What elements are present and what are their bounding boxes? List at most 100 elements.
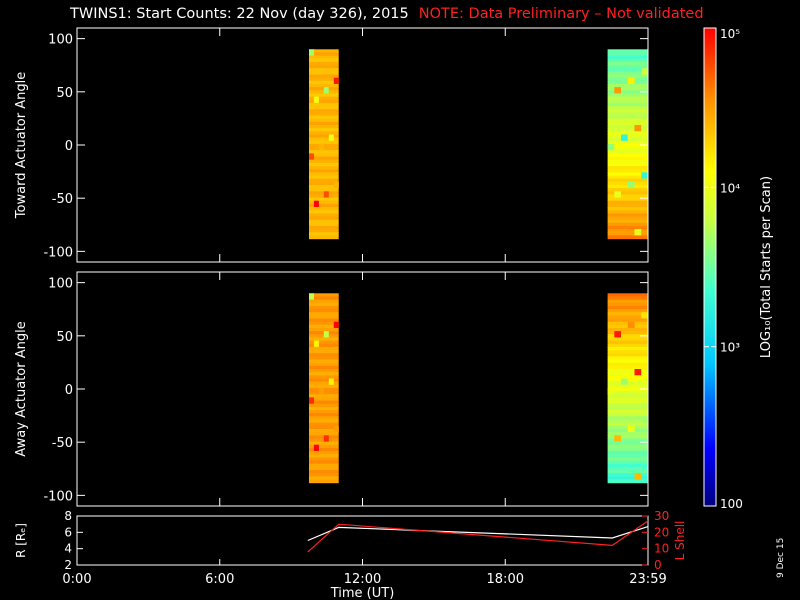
heatmap-cell bbox=[309, 372, 339, 376]
heatmap-cell bbox=[607, 356, 648, 361]
y-tick-label: 8 bbox=[64, 509, 72, 523]
heatmap-cell bbox=[627, 321, 635, 328]
heatmap-cell bbox=[607, 137, 648, 142]
heatmap-cell bbox=[309, 197, 339, 202]
heatmap-cell bbox=[607, 143, 615, 151]
x-tick-label: 12:00 bbox=[344, 572, 381, 587]
heatmap-cell bbox=[309, 172, 339, 177]
heatmap-cell bbox=[333, 77, 339, 84]
heatmap-cell bbox=[607, 68, 648, 72]
heatmap-cell bbox=[309, 473, 339, 477]
heatmap-cell bbox=[309, 102, 339, 107]
heatmap-cell bbox=[309, 397, 314, 404]
panel-toward: 100 50 0 -50 -100 Toward Actuator Angle bbox=[14, 27, 649, 263]
title-note: NOTE: Data Preliminary – Not validated bbox=[418, 6, 704, 22]
y-tick-label: 6 bbox=[64, 525, 72, 539]
heatmap-cell bbox=[607, 315, 648, 320]
heatmap-cell bbox=[607, 188, 648, 192]
heatmap-cell bbox=[309, 156, 339, 161]
heatmap-cell bbox=[309, 324, 339, 329]
heatmap-cell bbox=[309, 413, 339, 417]
heatmap-cell bbox=[607, 109, 648, 113]
heatmap-cell bbox=[328, 134, 334, 141]
panel-frame bbox=[76, 271, 649, 507]
heatmap-cell bbox=[309, 58, 339, 63]
heatmap-cell bbox=[333, 425, 339, 433]
x-tick-label: 6:00 bbox=[205, 572, 234, 587]
heatmap-cell bbox=[309, 115, 339, 120]
heatmap-cell bbox=[313, 200, 319, 207]
heatmap-cell bbox=[607, 372, 648, 376]
heatmap-cell bbox=[607, 115, 648, 120]
heatmap-cell bbox=[309, 71, 339, 76]
heatmap-cell bbox=[309, 118, 339, 123]
heatmap-cell bbox=[607, 210, 648, 214]
heatmap-cell bbox=[309, 312, 339, 316]
y-tick-label: -100 bbox=[43, 245, 73, 260]
heatmap-block bbox=[607, 293, 648, 484]
heatmap-cell bbox=[309, 210, 339, 214]
title-main: TWINS1: Start Counts: 22 Nov (day 326), … bbox=[70, 6, 409, 22]
heatmap-cell bbox=[607, 470, 648, 474]
heatmap-cell bbox=[607, 369, 648, 373]
heatmap-cell bbox=[309, 222, 339, 227]
heatmap-cell bbox=[607, 52, 648, 57]
heatmap-cell bbox=[607, 159, 648, 164]
heatmap-cell bbox=[634, 473, 642, 480]
heatmap-cell bbox=[607, 49, 648, 54]
heatmap-cell bbox=[309, 188, 339, 192]
heatmap-cell bbox=[607, 175, 648, 180]
heatmap-cell bbox=[309, 140, 339, 145]
y-tick-label: -50 bbox=[52, 192, 73, 207]
heatmap-cell bbox=[309, 346, 339, 351]
heatmap-cell bbox=[607, 90, 648, 95]
heatmap-cell bbox=[323, 435, 329, 442]
heatmap-cell bbox=[309, 166, 339, 170]
heatmap-cell bbox=[621, 378, 628, 385]
heatmap-cell bbox=[309, 476, 339, 481]
heatmap-cell bbox=[607, 391, 648, 395]
y-tick-label: 0 bbox=[65, 139, 73, 154]
heatmap-cell bbox=[313, 96, 319, 103]
heatmap-cell bbox=[309, 203, 339, 208]
heatmap-cell bbox=[607, 457, 648, 462]
heatmap-cell bbox=[607, 460, 648, 465]
heatmap-cell bbox=[607, 296, 648, 301]
heatmap-cell bbox=[607, 435, 648, 440]
heatmap-cell bbox=[309, 185, 339, 189]
heatmap-cell bbox=[309, 226, 339, 230]
heatmap-cell bbox=[323, 331, 329, 338]
heatmap-cell bbox=[309, 315, 339, 320]
heatmap-cell bbox=[318, 143, 324, 151]
heatmap-cell bbox=[309, 153, 339, 158]
heatmap-cell bbox=[309, 61, 339, 66]
heatmap-cell bbox=[614, 435, 621, 442]
colorbar-tick-label: 10³ bbox=[720, 341, 740, 355]
heatmap-cell bbox=[309, 293, 314, 300]
heatmap-cell bbox=[627, 425, 635, 433]
heatmap-cell bbox=[607, 87, 648, 91]
chart-title: TWINS1: Start Counts: 22 Nov (day 326), … bbox=[70, 6, 704, 22]
heatmap-cell bbox=[309, 49, 314, 56]
panel-orbit: 8 6 4 2 30 20 10 0 0:00 6:00 12:00 18:00 23:59 Time (… bbox=[14, 509, 687, 600]
heatmap-cell bbox=[309, 200, 339, 205]
panel-frame bbox=[76, 515, 649, 566]
heatmap-cell bbox=[607, 299, 648, 304]
heatmap-cell bbox=[607, 362, 648, 367]
heatmap-cell bbox=[621, 134, 628, 141]
heatmap-cell bbox=[309, 299, 339, 304]
y-tick-label: -50 bbox=[52, 436, 73, 451]
y-axis-label-right: L Shell bbox=[673, 521, 687, 561]
heatmap-cell bbox=[607, 359, 648, 364]
heatmap-cell bbox=[309, 422, 339, 427]
y-axis-label: R [Rₑ] bbox=[14, 523, 28, 558]
y-tick-label: 100 bbox=[48, 277, 73, 292]
date-stamp: 9 Dec 15 bbox=[776, 537, 786, 578]
heatmap-block bbox=[607, 49, 648, 240]
y-tick-label-right: 10 bbox=[654, 542, 669, 556]
heatmap-cell bbox=[313, 444, 319, 451]
heatmap-cell bbox=[309, 175, 339, 180]
heatmap-cell bbox=[607, 479, 648, 484]
y-tick-label: 100 bbox=[48, 33, 73, 48]
heatmap-cell bbox=[607, 394, 648, 398]
